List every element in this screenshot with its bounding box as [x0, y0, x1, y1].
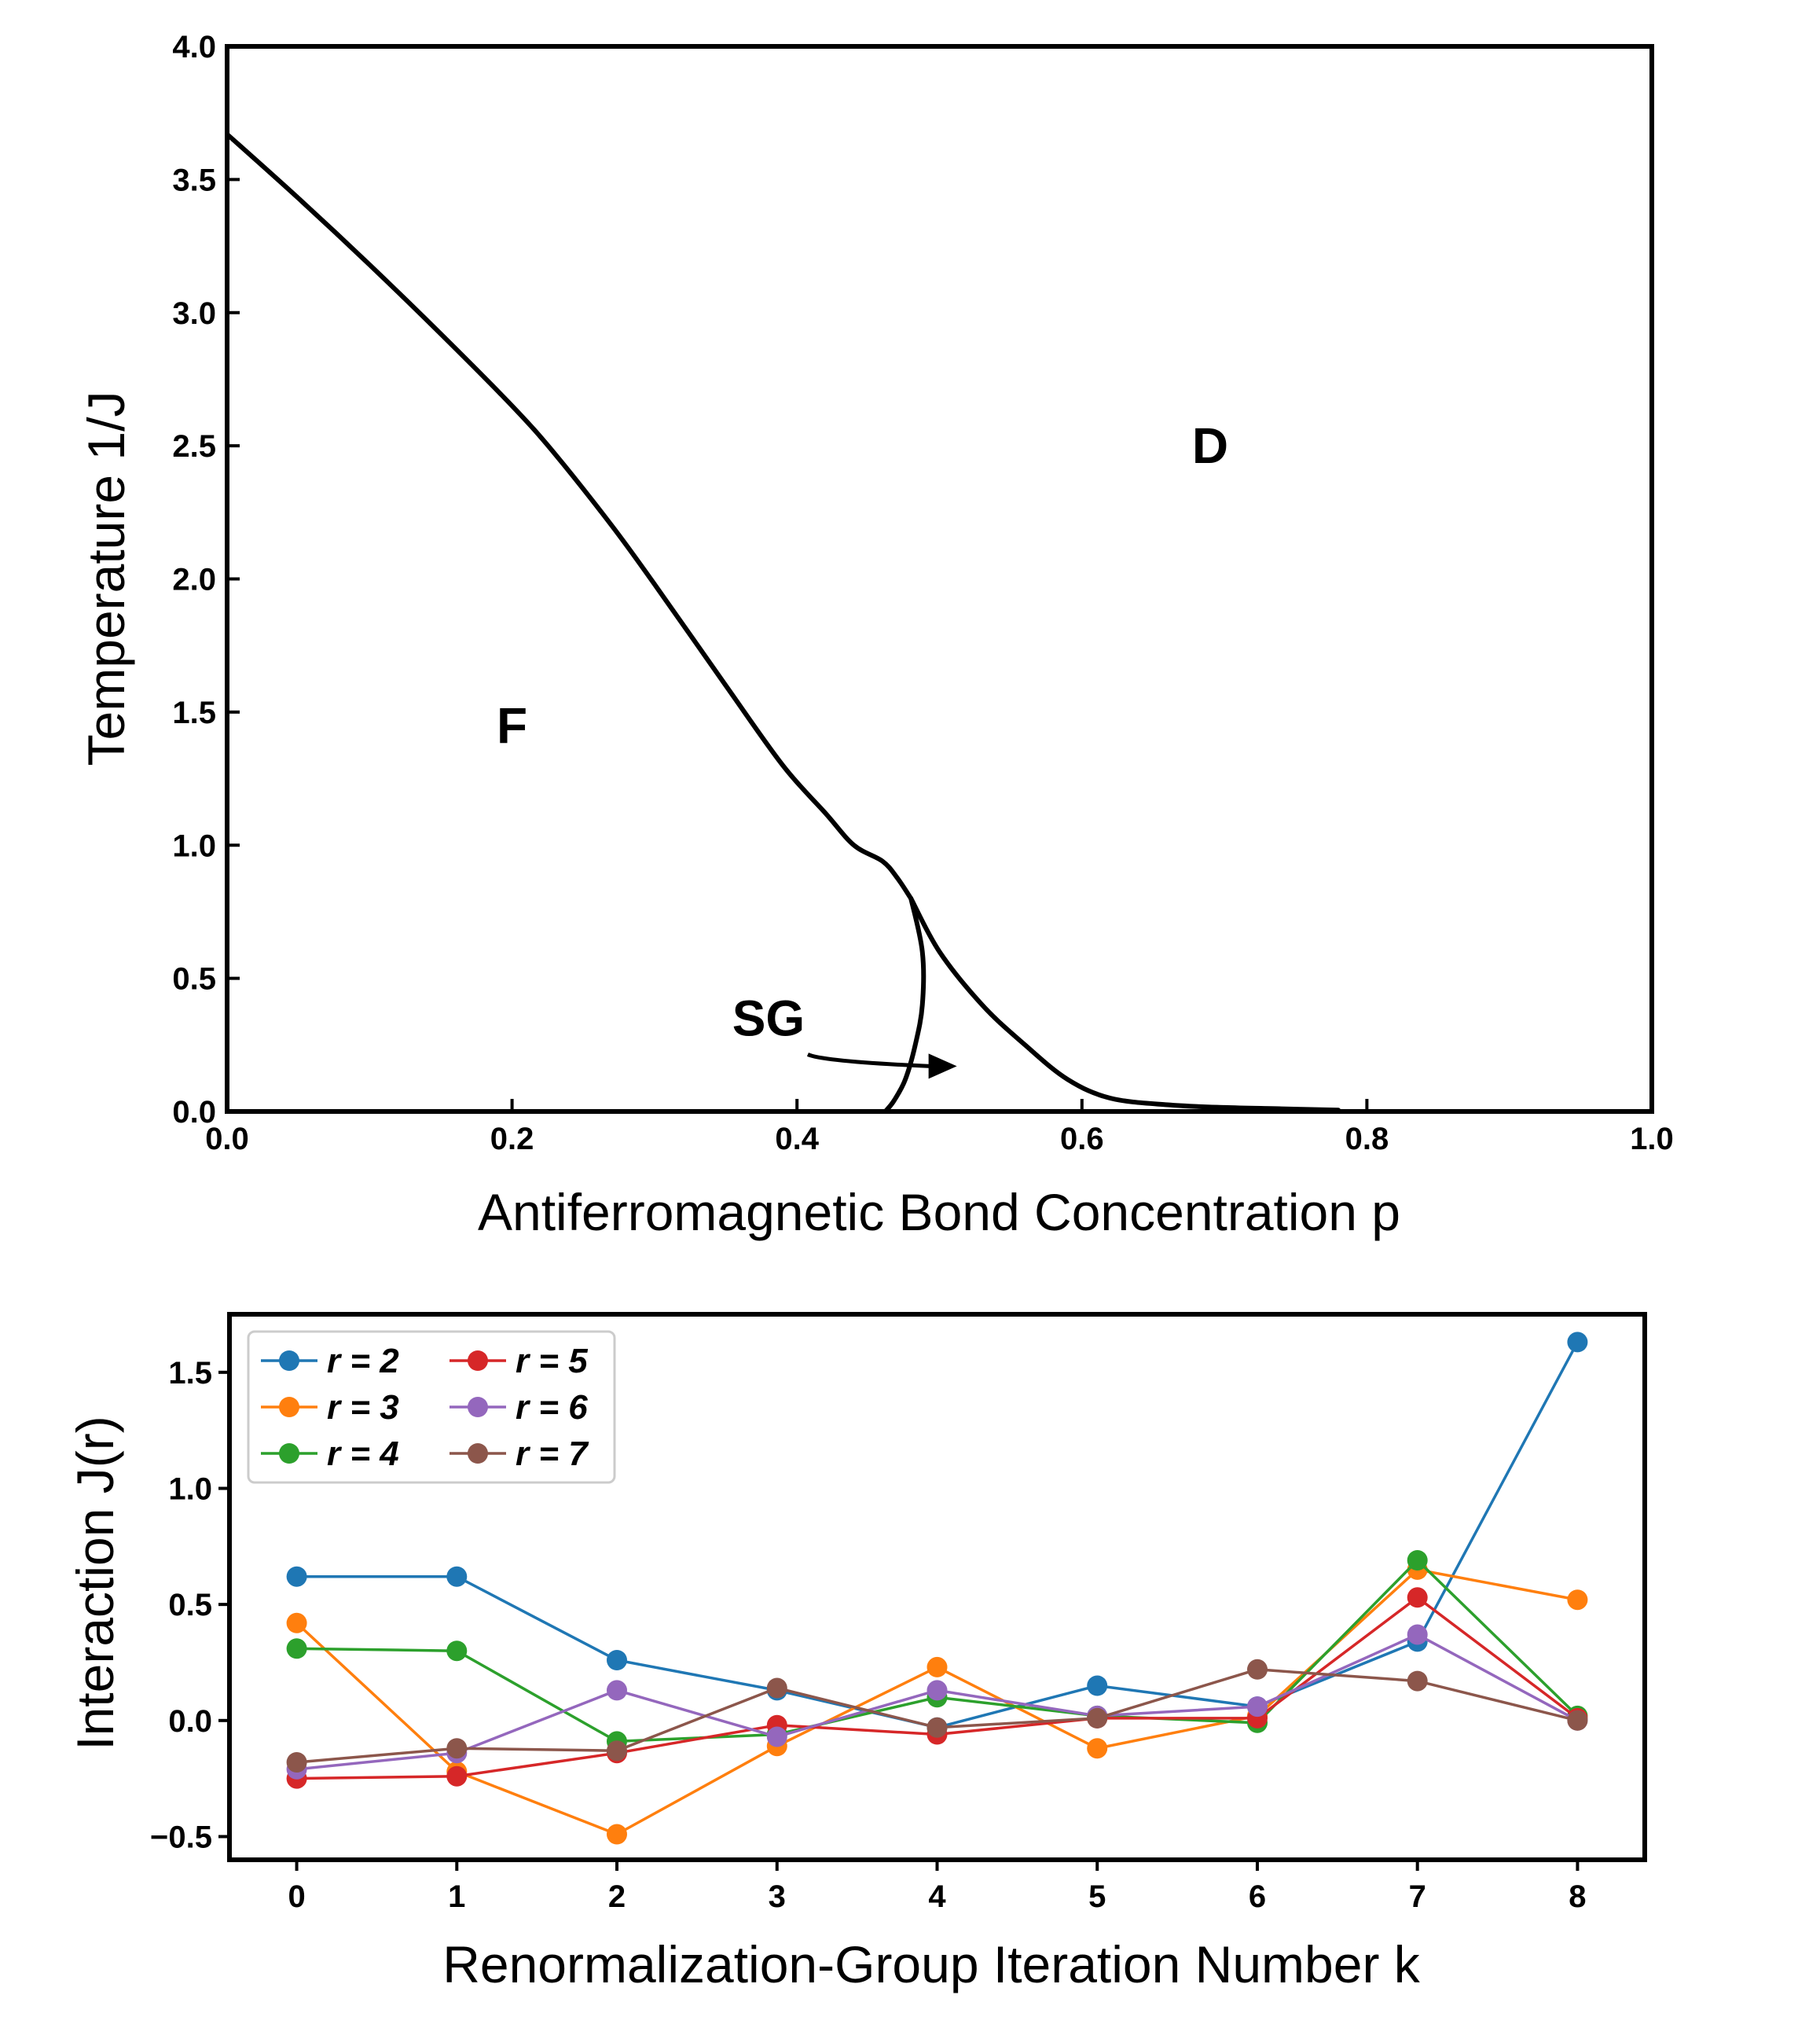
data-point-r-2-k2 — [607, 1650, 627, 1670]
data-point-r-7-k8 — [1567, 1710, 1588, 1731]
interaction-y-tick-label: −0.5 — [150, 1820, 212, 1854]
data-point-r-2-k0 — [286, 1566, 307, 1587]
data-point-r-3-k2 — [607, 1824, 627, 1845]
data-point-r-7-k7 — [1407, 1670, 1428, 1692]
data-point-r-4-k1 — [446, 1640, 468, 1662]
data-point-r-3-k8 — [1567, 1589, 1588, 1611]
legend-marker-r-6 — [468, 1397, 488, 1417]
phase-diagram-x-tick-label: 0.4 — [775, 1122, 819, 1156]
legend-marker-r-4 — [279, 1443, 299, 1464]
interaction-series — [286, 1332, 1588, 1845]
interaction-x-tick-label: 6 — [1249, 1879, 1266, 1914]
data-point-r-7-k0 — [286, 1752, 307, 1773]
data-point-r-2-k1 — [446, 1566, 468, 1587]
phase-diagram-y-axis-title: Temperature 1/J — [77, 391, 135, 766]
interaction-x-tick-label: 2 — [608, 1879, 626, 1914]
region-label-f: F — [497, 697, 527, 754]
data-point-r-3-k5 — [1087, 1738, 1108, 1759]
data-point-r-4-k0 — [286, 1638, 307, 1659]
interaction-legend: r = 2 r = 3 r = 4 r = 5 r = 6 r = 7 — [247, 1330, 616, 1484]
interaction-x-tick-label: 3 — [769, 1879, 786, 1914]
phase-boundary-line-1 — [225, 131, 914, 901]
phase-diagram-y-tick-label: 0.5 — [172, 962, 216, 997]
phase-boundary-line-2 — [908, 896, 1341, 1113]
phase-diagram-chart: 0.0 0.2 0.4 0.6 0.8 1.0 0.0 0.5 1.0 1.5 2.0 2.5 3.0… — [77, 30, 1674, 1241]
data-point-r-7-k6 — [1247, 1659, 1268, 1680]
data-point-r-5-k1 — [446, 1765, 468, 1787]
data-point-r-6-k6 — [1247, 1696, 1268, 1718]
interaction-y-axis-title: Interaction J(r) — [66, 1416, 124, 1750]
legend-marker-r-2 — [279, 1350, 299, 1371]
phase-diagram-y-ticks: 0.0 0.5 1.0 1.5 2.0 2.5 3.0 3.5 4.0 — [172, 30, 240, 1130]
sg-arrow-shaft — [806, 1053, 930, 1068]
interaction-x-tick-label: 7 — [1409, 1879, 1426, 1914]
phase-diagram-y-tick-label: 0.0 — [172, 1095, 216, 1130]
region-label-d: D — [1192, 417, 1228, 474]
series-r-7 — [286, 1659, 1588, 1773]
data-point-r-7-k3 — [766, 1677, 787, 1699]
data-point-r-7-k4 — [927, 1717, 948, 1738]
legend-label-r-3: r = 3 — [327, 1388, 399, 1427]
interaction-y-tick-label: 1.0 — [168, 1471, 212, 1506]
phase-diagram-y-tick-label: 1.0 — [172, 828, 216, 863]
legend-marker-r-7 — [468, 1443, 488, 1464]
data-point-r-5-k7 — [1407, 1587, 1428, 1608]
phase-boundary-curves — [225, 131, 1341, 1114]
phase-diagram-y-tick-label: 3.5 — [172, 163, 216, 197]
interaction-y-tick-label: 0.5 — [168, 1588, 212, 1622]
interaction-y-tick-label: 1.5 — [168, 1356, 212, 1391]
interaction-x-ticks: 0 1 2 3 4 5 6 7 8 — [288, 1860, 1587, 1914]
phase-diagram-x-ticks: 0.0 0.2 0.4 0.6 0.8 1.0 — [205, 1099, 1674, 1156]
data-point-r-6-k4 — [927, 1680, 948, 1701]
data-point-r-6-k7 — [1407, 1624, 1428, 1645]
data-point-r-2-k5 — [1087, 1675, 1108, 1696]
data-point-r-7-k1 — [446, 1738, 468, 1759]
legend-label-r-2: r = 2 — [327, 1342, 399, 1380]
legend-label-r-4: r = 4 — [327, 1435, 399, 1473]
interaction-x-tick-label: 5 — [1088, 1879, 1106, 1914]
interaction-x-tick-label: 0 — [288, 1879, 305, 1914]
phase-diagram-x-tick-label: 0.8 — [1345, 1122, 1389, 1156]
data-point-r-2-k8 — [1567, 1332, 1588, 1353]
interaction-y-tick-label: 0.0 — [168, 1704, 212, 1739]
phase-diagram-x-tick-label: 0.6 — [1060, 1122, 1104, 1156]
data-point-r-7-k5 — [1087, 1707, 1108, 1729]
phase-region-labels: F D SG — [497, 417, 1228, 1079]
phase-diagram-x-tick-label: 1.0 — [1630, 1122, 1674, 1156]
data-point-r-6-k3 — [766, 1726, 787, 1747]
data-point-r-7-k2 — [607, 1740, 627, 1762]
legend-box — [247, 1330, 616, 1484]
legend-label-r-6: r = 6 — [516, 1388, 588, 1427]
phase-diagram-y-tick-label: 2.5 — [172, 429, 216, 464]
legend-label-r-5: r = 5 — [516, 1342, 588, 1380]
data-point-r-3-k0 — [286, 1612, 307, 1633]
phase-diagram-x-tick-label: 0.0 — [205, 1122, 249, 1156]
data-point-r-6-k2 — [607, 1680, 627, 1701]
phase-diagram-y-tick-label: 1.5 — [172, 696, 216, 730]
sg-arrow-head — [928, 1053, 957, 1079]
phase-diagram-x-tick-label: 0.2 — [490, 1122, 534, 1156]
data-point-r-4-k7 — [1407, 1550, 1428, 1571]
interaction-y-ticks: −0.5 0.0 0.5 1.0 1.5 — [150, 1356, 229, 1854]
region-label-sg: SG — [732, 990, 805, 1046]
phase-boundary-line-3 — [882, 896, 927, 1114]
phase-diagram-y-tick-label: 3.0 — [172, 296, 216, 331]
interaction-x-axis-title: Renormalization-Group Iteration Number k — [442, 1935, 1421, 1993]
interaction-x-tick-label: 1 — [448, 1879, 465, 1914]
legend-marker-r-5 — [468, 1350, 488, 1371]
data-point-r-3-k4 — [927, 1656, 948, 1677]
legend-marker-r-3 — [279, 1397, 299, 1417]
interaction-x-tick-label: 4 — [928, 1879, 946, 1914]
legend-label-r-7: r = 7 — [516, 1435, 589, 1473]
phase-diagram-y-tick-label: 4.0 — [172, 30, 216, 64]
phase-diagram-y-tick-label: 2.0 — [172, 563, 216, 597]
interaction-x-tick-label: 8 — [1569, 1879, 1586, 1914]
phase-diagram-x-axis-title: Antiferromagnetic Bond Concentration p — [478, 1183, 1400, 1241]
